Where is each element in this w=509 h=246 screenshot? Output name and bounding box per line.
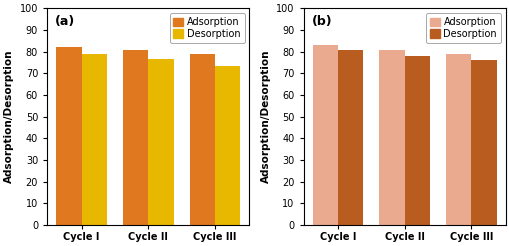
Bar: [214, 66, 240, 225]
Legend: Adsorption, Desorption: Adsorption, Desorption: [169, 13, 244, 43]
Y-axis label: Adsorption/Desorption: Adsorption/Desorption: [260, 50, 270, 183]
Text: (a): (a): [55, 15, 75, 28]
Legend: Adsorption, Desorption: Adsorption, Desorption: [425, 13, 500, 43]
Bar: [123, 50, 148, 225]
Bar: [189, 54, 214, 225]
Bar: [81, 54, 107, 225]
Bar: [404, 56, 429, 225]
Bar: [148, 59, 173, 225]
Bar: [470, 60, 496, 225]
Bar: [337, 50, 362, 225]
Y-axis label: Adsorption/Desorption: Adsorption/Desorption: [4, 50, 14, 183]
Bar: [379, 50, 404, 225]
Bar: [445, 54, 470, 225]
Bar: [56, 47, 81, 225]
Text: (b): (b): [311, 15, 331, 28]
Bar: [312, 45, 337, 225]
